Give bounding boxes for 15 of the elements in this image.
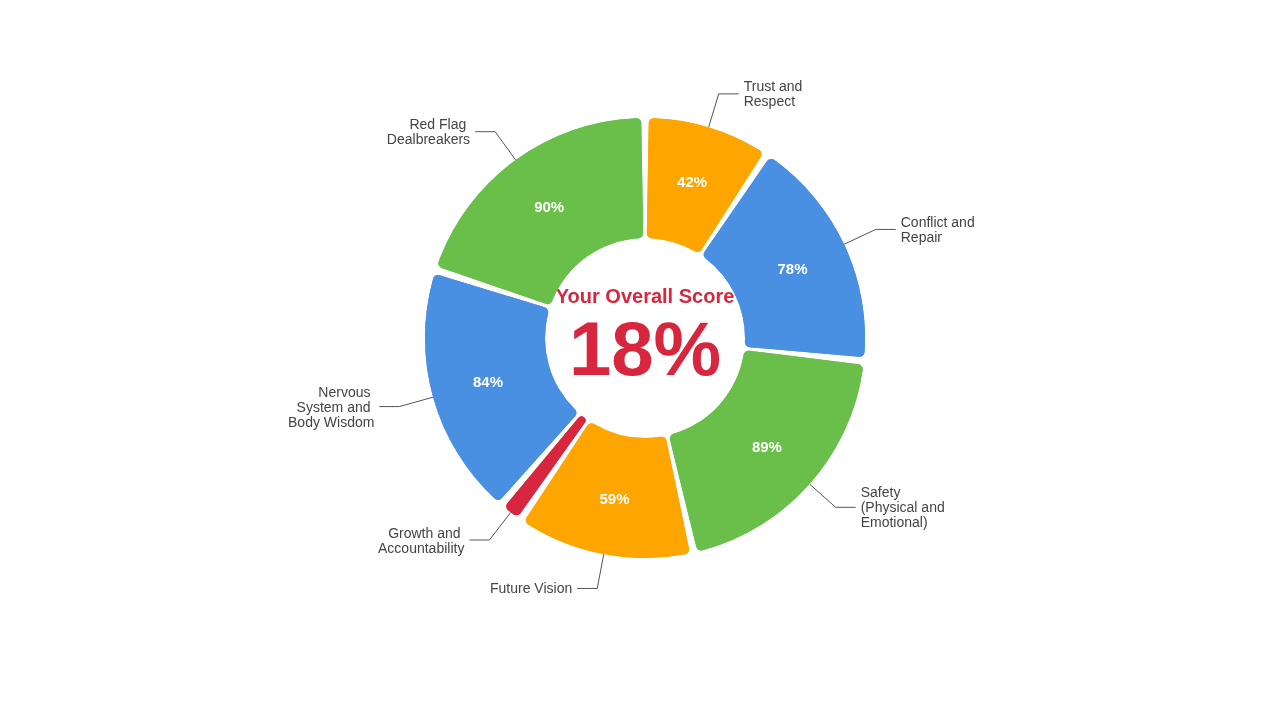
- slice-label: Trust and Respect: [743, 78, 807, 110]
- data-label: 89%: [751, 437, 782, 455]
- slice-label: Nervous System and Body Wisdom: [288, 383, 375, 430]
- slice-label: Conflict and Repair: [900, 213, 979, 245]
- data-label: 84%: [472, 373, 504, 391]
- slice-label: Safety (Physical and Emotional): [860, 484, 949, 531]
- slice-label: Future Vision: [489, 580, 573, 597]
- data-label: 78%: [777, 260, 808, 278]
- slice-label: Growth and Accountability: [378, 524, 465, 556]
- text: Your Overall Score: [555, 285, 735, 307]
- data-label: 42%: [677, 173, 708, 191]
- text: 18%: [568, 305, 722, 391]
- data-label: 90%: [534, 197, 565, 215]
- slice-label: Red Flag Dealbreakers: [386, 116, 471, 148]
- data-label: 59%: [599, 489, 630, 507]
